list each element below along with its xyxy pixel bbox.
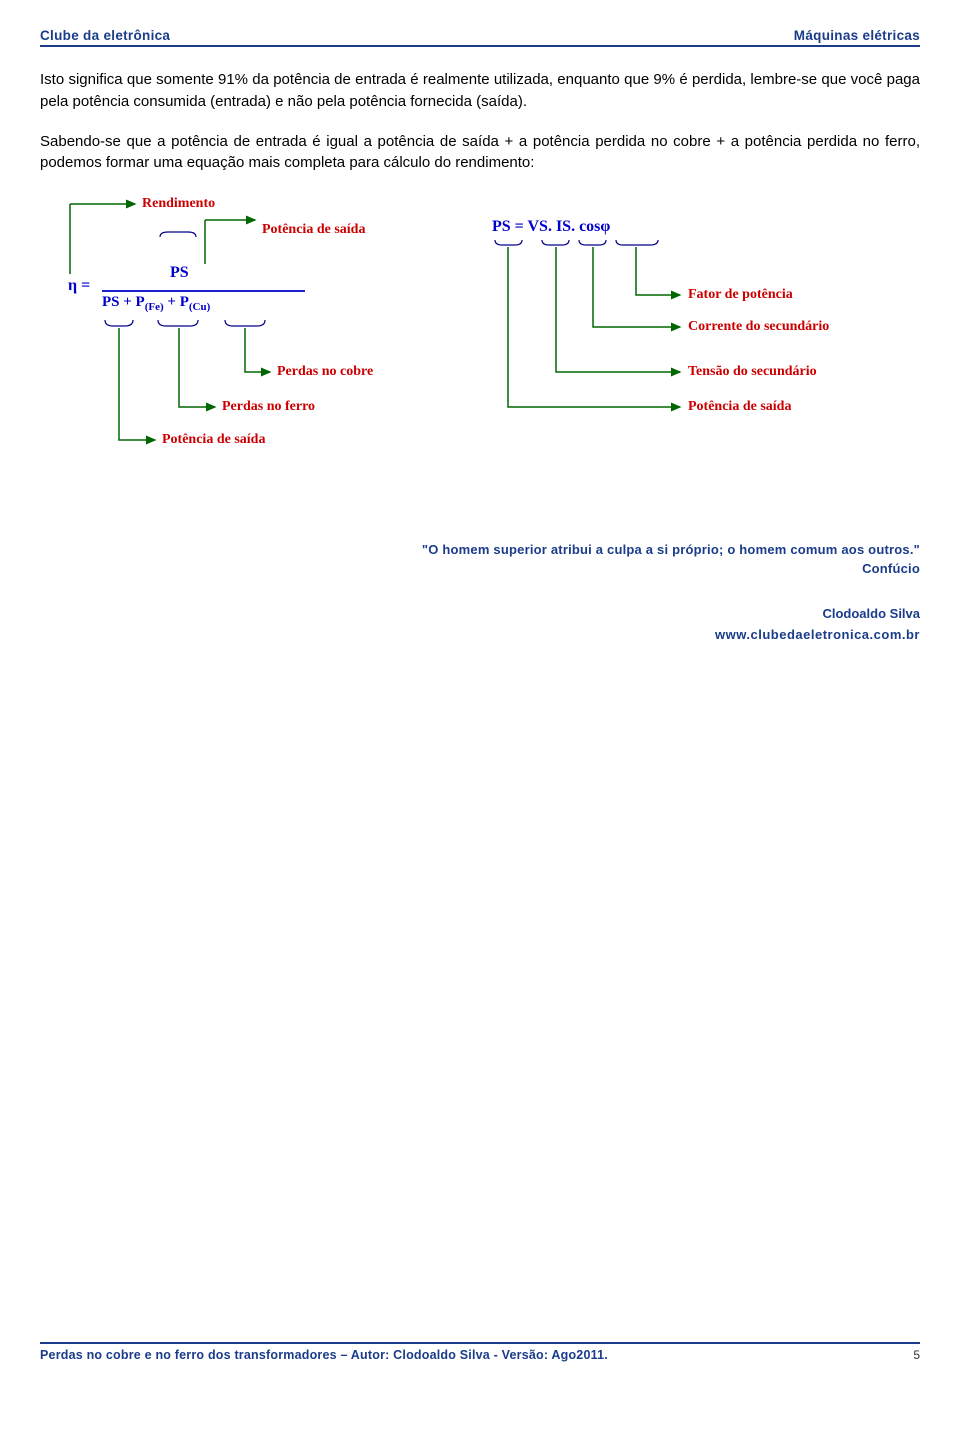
- footer-text: Perdas no cobre e no ferro dos transform…: [40, 1348, 608, 1362]
- label-perdas-ferro: Perdas no ferro: [222, 399, 315, 415]
- label-pot-saida-r: Potência de saída: [688, 399, 791, 415]
- website-url: www.clubedaeletronica.com.br: [40, 627, 920, 642]
- signature: Clodoaldo Silva: [40, 606, 920, 621]
- label-pot-saida-top: Potência de saída: [262, 222, 365, 238]
- page-footer: Perdas no cobre e no ferro dos transform…: [40, 1342, 920, 1362]
- quote-author: Confúcio: [40, 561, 920, 576]
- formula-ps-num: PS: [170, 264, 189, 282]
- label-pot-saida-bottom: Potência de saída: [162, 432, 265, 448]
- diagram-svg: [40, 192, 920, 502]
- header-right: Máquinas elétricas: [794, 28, 920, 43]
- label-perdas-cobre: Perdas no cobre: [277, 364, 373, 380]
- header-left: Clube da eletrônica: [40, 28, 170, 43]
- label-corrente: Corrente do secundário: [688, 319, 829, 335]
- label-fator: Fator de potência: [688, 287, 793, 303]
- formula-right: PS = VS. IS. cosφ: [492, 218, 610, 236]
- paragraph-2: Sabendo-se que a potência de entrada é i…: [40, 131, 920, 175]
- equation-diagram: Rendimento Potência de saída η = PS PS +…: [40, 192, 920, 502]
- label-rendimento: Rendimento: [142, 196, 215, 212]
- label-tensao: Tensão do secundário: [688, 364, 817, 380]
- quote-text: "O homem superior atribui a culpa a si p…: [40, 542, 920, 557]
- paragraph-1: Isto significa que somente 91% da potênc…: [40, 69, 920, 113]
- formula-denom: PS + P(Fe) + P(Cu): [102, 294, 210, 313]
- page-number: 5: [913, 1348, 920, 1362]
- page-header: Clube da eletrônica Máquinas elétricas: [40, 28, 920, 47]
- formula-eta: η =: [68, 277, 90, 295]
